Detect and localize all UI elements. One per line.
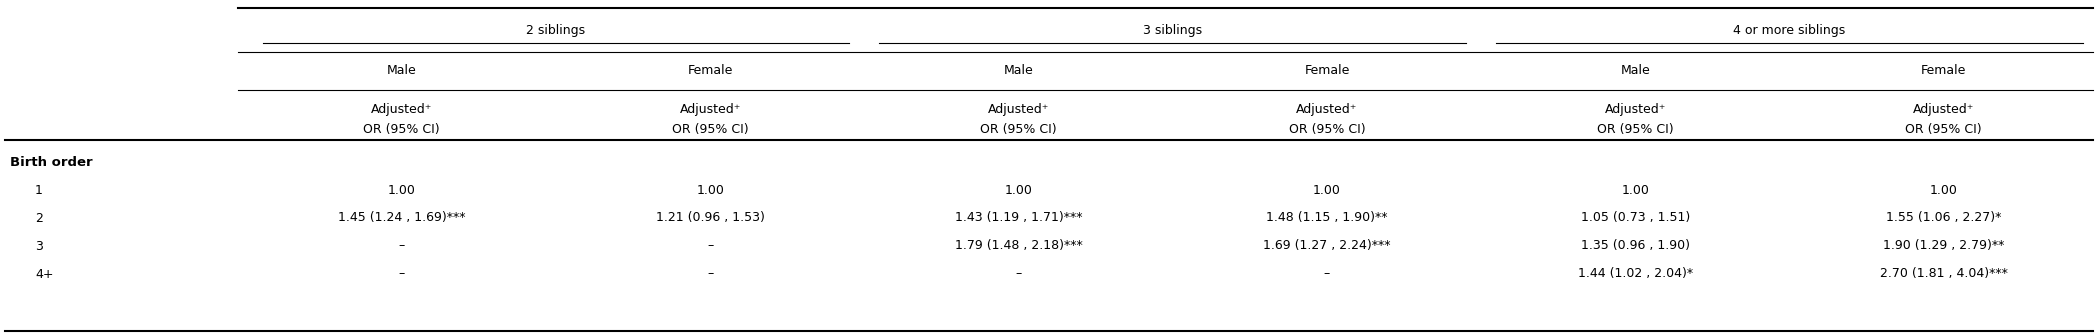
Text: 3: 3 [36, 240, 42, 252]
Text: 1.00: 1.00 [697, 183, 724, 197]
Text: 1.00: 1.00 [388, 183, 415, 197]
Text: 2 siblings: 2 siblings [527, 24, 585, 37]
Text: –: – [707, 267, 713, 281]
Text: –: – [1015, 267, 1022, 281]
Text: OR (95% CI): OR (95% CI) [1288, 124, 1366, 136]
Text: 1.43 (1.19 , 1.71)***: 1.43 (1.19 , 1.71)*** [955, 211, 1083, 224]
Text: 1.48 (1.15 , 1.90)**: 1.48 (1.15 , 1.90)** [1267, 211, 1387, 224]
Text: Male: Male [1620, 65, 1651, 78]
Text: Female: Female [1922, 65, 1966, 78]
Text: 1.05 (0.73 , 1.51): 1.05 (0.73 , 1.51) [1580, 211, 1691, 224]
Text: OR (95% CI): OR (95% CI) [980, 124, 1057, 136]
Text: Male: Male [386, 65, 418, 78]
Text: 1.35 (0.96 , 1.90): 1.35 (0.96 , 1.90) [1582, 240, 1689, 252]
Text: 1: 1 [36, 183, 42, 197]
Text: OR (95% CI): OR (95% CI) [363, 124, 441, 136]
Text: OR (95% CI): OR (95% CI) [671, 124, 749, 136]
Text: 1.55 (1.06 , 2.27)*: 1.55 (1.06 , 2.27)* [1886, 211, 2001, 224]
Text: Adjusted⁺: Adjusted⁺ [988, 102, 1049, 116]
Text: 1.00: 1.00 [1622, 183, 1649, 197]
Text: 1.79 (1.48 , 2.18)***: 1.79 (1.48 , 2.18)*** [955, 240, 1083, 252]
Text: Male: Male [1003, 65, 1034, 78]
Text: 1.21 (0.96 , 1.53): 1.21 (0.96 , 1.53) [657, 211, 764, 224]
Text: Adjusted⁺: Adjusted⁺ [371, 102, 432, 116]
Text: 4 or more siblings: 4 or more siblings [1733, 24, 1846, 37]
Text: Adjusted⁺: Adjusted⁺ [1913, 102, 1974, 116]
Text: Birth order: Birth order [10, 156, 92, 168]
Text: 1.69 (1.27 , 2.24)***: 1.69 (1.27 , 2.24)*** [1263, 240, 1391, 252]
Text: 3 siblings: 3 siblings [1143, 24, 1202, 37]
Text: –: – [1324, 267, 1330, 281]
Text: 4+: 4+ [36, 267, 55, 281]
Text: OR (95% CI): OR (95% CI) [1597, 124, 1674, 136]
Text: 1.00: 1.00 [1005, 183, 1032, 197]
Text: 1.90 (1.29 , 2.79)**: 1.90 (1.29 , 2.79)** [1884, 240, 2004, 252]
Text: –: – [399, 240, 405, 252]
Text: OR (95% CI): OR (95% CI) [1905, 124, 1983, 136]
Text: 1.00: 1.00 [1930, 183, 1957, 197]
Text: 1.44 (1.02 , 2.04)*: 1.44 (1.02 , 2.04)* [1578, 267, 1693, 281]
Text: 2: 2 [36, 211, 42, 224]
Text: 1.00: 1.00 [1313, 183, 1341, 197]
Text: –: – [707, 240, 713, 252]
Text: Female: Female [688, 65, 732, 78]
Text: Female: Female [1305, 65, 1349, 78]
Text: –: – [399, 267, 405, 281]
Text: Adjusted⁺: Adjusted⁺ [1297, 102, 1357, 116]
Text: Adjusted⁺: Adjusted⁺ [680, 102, 741, 116]
Text: 1.45 (1.24 , 1.69)***: 1.45 (1.24 , 1.69)*** [338, 211, 466, 224]
Text: 2.70 (1.81 , 4.04)***: 2.70 (1.81 , 4.04)*** [1880, 267, 2008, 281]
Text: Adjusted⁺: Adjusted⁺ [1605, 102, 1666, 116]
